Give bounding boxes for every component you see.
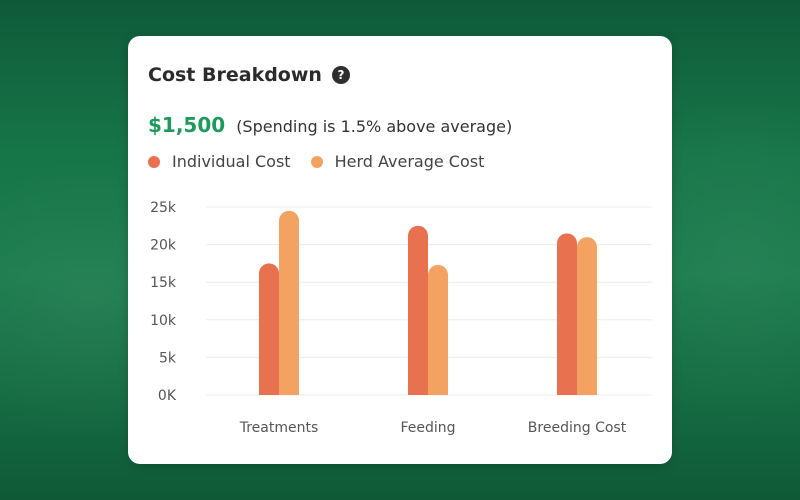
y-tick-label: 20k [150,238,177,254]
legend-label-individual: Individual Cost [172,152,291,171]
legend-item-herd[interactable]: Herd Average Cost [310,152,485,171]
cost-breakdown-card: Cost Breakdown ? $1,500 (Spending is 1.5… [128,36,672,464]
card-header: Cost Breakdown ? [148,64,350,86]
legend-item-individual[interactable]: Individual Cost [148,152,291,171]
help-icon[interactable]: ? [331,66,350,84]
bar-chart: 0K 5k 10k 15k 20k 25k Treatments Feeding Breedin… [150,200,652,436]
y-tick-label: 25k [150,200,177,216]
bar-herd-average-cost [428,264,448,395]
bar-herd-average-cost [577,237,597,395]
x-tick-label: Breeding Cost [528,420,627,436]
chart-legend: Individual Cost Herd Average Cost [148,152,504,171]
total-amount: $1,500 [148,113,226,137]
y-tick-label: 5k [159,350,177,366]
legend-dot-herd [310,155,323,168]
bar-individual-cost [259,263,279,395]
bar-herd-average-cost [279,210,299,395]
spending-summary: $1,500 (Spending is 1.5% above average) [148,113,512,137]
x-tick-label: Treatments [239,420,319,436]
card-title: Cost Breakdown [148,64,322,86]
y-tick-label: 10k [150,313,177,329]
bar-individual-cost [408,225,428,395]
y-tick-label: 15k [150,275,177,291]
spending-note: (Spending is 1.5% above average) [236,117,513,136]
x-tick-label: Feeding [400,420,455,436]
bar-individual-cost [557,233,577,395]
legend-dot-individual [148,155,160,168]
help-icon-glyph: ? [337,68,345,82]
legend-label-herd: Herd Average Cost [334,152,485,171]
y-tick-label: 0K [158,388,177,404]
